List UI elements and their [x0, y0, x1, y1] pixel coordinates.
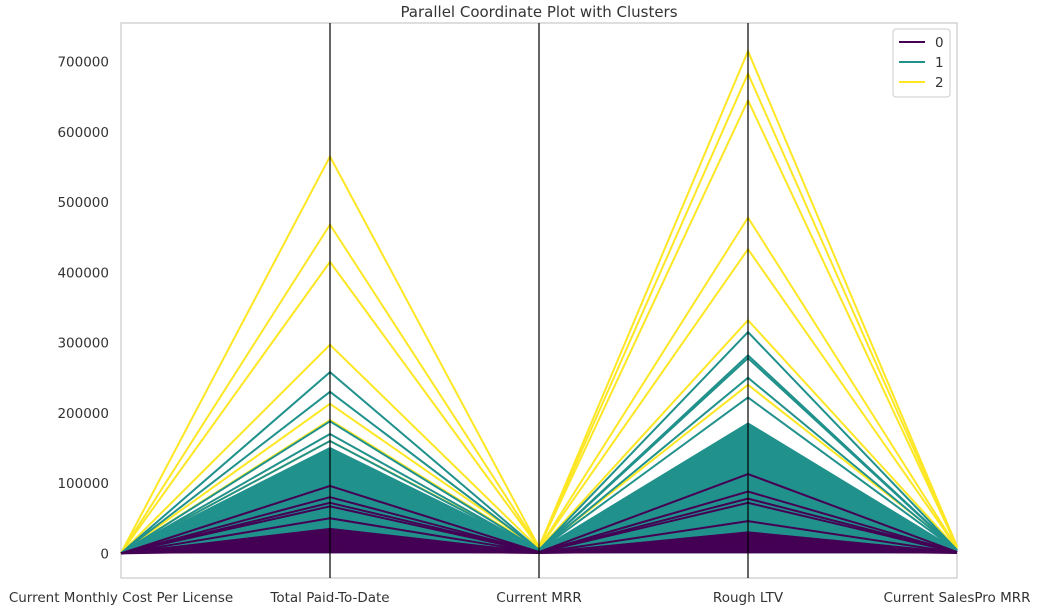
legend-label: 1 — [935, 55, 944, 71]
axis-label: Current MRR — [496, 590, 581, 606]
y-tick-label: 700000 — [57, 55, 109, 71]
y-tick-label: 600000 — [57, 125, 109, 141]
axis-label: Total Paid-To-Date — [269, 590, 389, 606]
y-tick-label: 100000 — [57, 476, 109, 492]
y-tick-label: 400000 — [57, 265, 109, 281]
axis-label: Current Monthly Cost Per License — [9, 590, 233, 606]
y-tick-label: 300000 — [57, 336, 109, 352]
axis-label: Current SalesPro MRR — [883, 590, 1030, 606]
axis-label: Rough LTV — [713, 590, 784, 606]
y-tick-label: 200000 — [57, 406, 109, 422]
legend-label: 2 — [935, 75, 944, 91]
legend-label: 0 — [935, 35, 944, 51]
legend: 0 1 2 — [892, 28, 951, 98]
chart-title: Parallel Coordinate Plot with Clusters — [400, 3, 677, 21]
y-tick-labels-group: 0 100000 200000 300000 400000 500000 600000 700… — [57, 55, 109, 563]
vertical-axes-group — [329, 23, 749, 578]
axis-labels-group: Current Monthly Cost Per License Total Pa… — [9, 590, 1031, 606]
y-tick-label: 0 — [100, 546, 109, 562]
y-tick-label: 500000 — [57, 195, 109, 211]
